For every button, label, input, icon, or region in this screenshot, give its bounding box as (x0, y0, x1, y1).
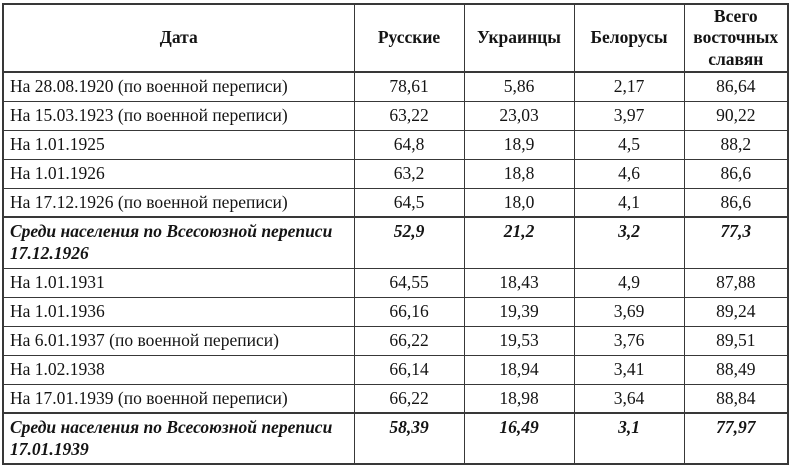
value-cell: 18,43 (463, 267, 575, 298)
column-header-ukrainians: Украинцы (463, 3, 575, 74)
date-cell: На 1.01.1931 (2, 267, 355, 298)
value-cell: 18,8 (463, 158, 575, 189)
date-cell: На 28.08.1920 (по военной переписи) (2, 71, 355, 102)
value-cell: 18,98 (463, 383, 575, 414)
value-cell: 3,69 (573, 296, 685, 327)
value-cell: 4,5 (573, 129, 685, 160)
value-cell: 16,49 (463, 412, 575, 465)
column-header-total-eastern-slavs: Всего восточных славян (683, 3, 789, 74)
value-cell: 18,9 (463, 129, 575, 160)
value-cell: 89,24 (683, 296, 789, 327)
summary-row-census-1926: Среди населения по Всесоюзной переписи 1… (2, 216, 789, 269)
summary-row-census-1939: Среди населения по Всесоюзной переписи 1… (2, 412, 789, 465)
value-cell: 90,22 (683, 100, 789, 131)
date-cell: На 1.01.1936 (2, 296, 355, 327)
value-cell: 66,22 (353, 325, 465, 356)
date-cell: На 17.12.1926 (по военной переписи) (2, 187, 355, 218)
value-cell: 66,22 (353, 383, 465, 414)
date-cell: На 15.03.1923 (по военной переписи) (2, 100, 355, 131)
table-row: На 1.01.1925 64,8 18,9 4,5 88,2 (2, 129, 789, 160)
value-cell: 18,0 (463, 187, 575, 218)
value-cell: 19,39 (463, 296, 575, 327)
value-cell: 3,76 (573, 325, 685, 356)
date-cell: На 1.02.1938 (2, 354, 355, 385)
table-row: На 28.08.1920 (по военной переписи) 78,6… (2, 71, 789, 102)
column-header-russians: Русские (353, 3, 465, 74)
table-row: На 1.01.1931 64,55 18,43 4,9 87,88 (2, 267, 789, 298)
value-cell: 23,03 (463, 100, 575, 131)
value-cell: 86,6 (683, 187, 789, 218)
value-cell: 63,2 (353, 158, 465, 189)
value-cell: 3,41 (573, 354, 685, 385)
value-cell: 63,22 (353, 100, 465, 131)
table-row: На 1.01.1936 66,16 19,39 3,69 89,24 (2, 296, 789, 327)
value-cell: 89,51 (683, 325, 789, 356)
value-cell: 19,53 (463, 325, 575, 356)
table-row: На 1.01.1926 63,2 18,8 4,6 86,6 (2, 158, 789, 189)
value-cell: 3,2 (573, 216, 685, 269)
date-cell: Среди населения по Всесоюзной переписи 1… (2, 412, 355, 465)
column-header-belarusians: Белорусы (573, 3, 685, 74)
value-cell: 5,86 (463, 71, 575, 102)
value-cell: 87,88 (683, 267, 789, 298)
value-cell: 66,14 (353, 354, 465, 385)
value-cell: 4,6 (573, 158, 685, 189)
value-cell: 21,2 (463, 216, 575, 269)
value-cell: 3,97 (573, 100, 685, 131)
header-row: Дата Русские Украинцы Белорусы Всего вос… (2, 3, 789, 74)
value-cell: 66,16 (353, 296, 465, 327)
date-cell: На 6.01.1937 (по военной переписи) (2, 325, 355, 356)
value-cell: 88,2 (683, 129, 789, 160)
value-cell: 18,94 (463, 354, 575, 385)
table-row: На 6.01.1937 (по военной переписи) 66,22… (2, 325, 789, 356)
value-cell: 88,49 (683, 354, 789, 385)
value-cell: 64,5 (353, 187, 465, 218)
slavic-population-share-table: Дата Русские Украинцы Белорусы Всего вос… (2, 3, 789, 465)
date-cell: На 1.01.1925 (2, 129, 355, 160)
column-header-date: Дата (2, 3, 355, 74)
value-cell: 3,1 (573, 412, 685, 465)
value-cell: 52,9 (353, 216, 465, 269)
table-row: На 17.01.1939 (по военной переписи) 66,2… (2, 383, 789, 414)
date-cell: Среди населения по Всесоюзной переписи 1… (2, 216, 355, 269)
value-cell: 4,1 (573, 187, 685, 218)
table-row: На 1.02.1938 66,14 18,94 3,41 88,49 (2, 354, 789, 385)
value-cell: 58,39 (353, 412, 465, 465)
table-row: На 17.12.1926 (по военной переписи) 64,5… (2, 187, 789, 218)
table-row: На 15.03.1923 (по военной переписи) 63,2… (2, 100, 789, 131)
value-cell: 88,84 (683, 383, 789, 414)
value-cell: 77,97 (683, 412, 789, 465)
date-cell: На 1.01.1926 (2, 158, 355, 189)
value-cell: 86,6 (683, 158, 789, 189)
value-cell: 77,3 (683, 216, 789, 269)
value-cell: 64,8 (353, 129, 465, 160)
value-cell: 2,17 (573, 71, 685, 102)
value-cell: 4,9 (573, 267, 685, 298)
value-cell: 64,55 (353, 267, 465, 298)
value-cell: 86,64 (683, 71, 789, 102)
value-cell: 78,61 (353, 71, 465, 102)
value-cell: 3,64 (573, 383, 685, 414)
date-cell: На 17.01.1939 (по военной переписи) (2, 383, 355, 414)
